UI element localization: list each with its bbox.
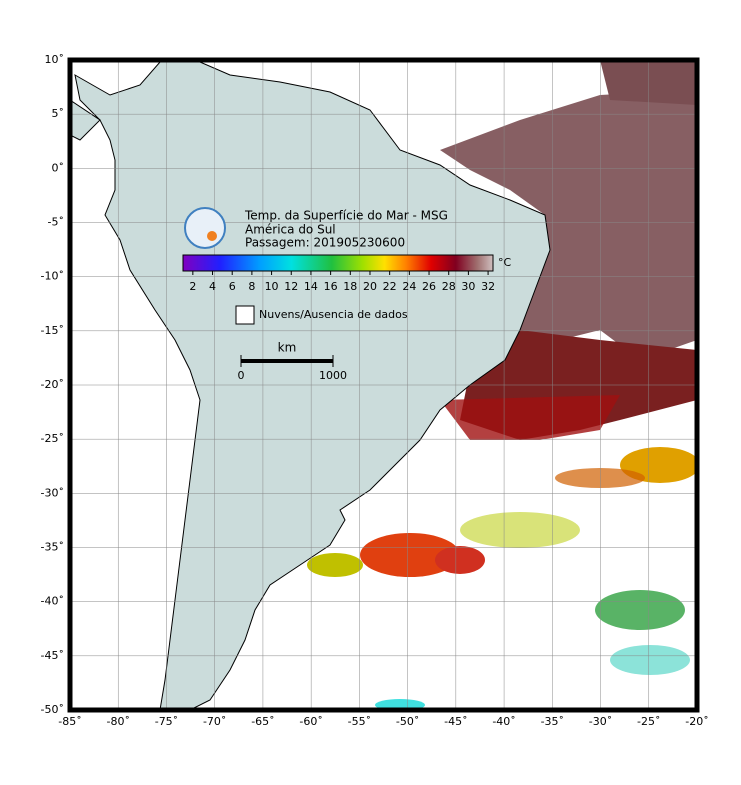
sst-patch	[375, 699, 425, 710]
colorbar-tick-label: 12	[284, 280, 298, 293]
scale-unit: km	[278, 341, 297, 355]
title-line: Passagem: 201905230600	[245, 236, 405, 250]
title-line: Temp. da Superfície do Mar - MSG	[244, 209, 448, 223]
y-tick-label: -20˚	[41, 378, 64, 391]
y-tick-label: 5˚	[52, 107, 65, 120]
colorbar-tick-label: 30	[461, 280, 475, 293]
scale-bar	[241, 359, 333, 363]
x-tick-label: -55˚	[348, 715, 371, 728]
colorbar-tick-label: 4	[209, 280, 216, 293]
sst-patch	[435, 546, 485, 574]
sst-patch	[307, 553, 363, 577]
legend-label: Nuvens/Ausencia de dados	[259, 308, 408, 321]
sst-warm	[600, 60, 697, 105]
y-tick-label: -30˚	[41, 486, 64, 499]
colorbar-tick-label: 32	[481, 280, 495, 293]
y-tick-label: -40˚	[41, 595, 64, 608]
x-tick-label: -60˚	[299, 715, 322, 728]
colorbar-tick-label: 2	[189, 280, 196, 293]
map-frame	[67, 57, 700, 713]
legend-swatch	[235, 305, 255, 325]
colorbar-tick-label: 6	[229, 280, 236, 293]
y-tick-label: -10˚	[41, 270, 64, 283]
x-tick-label: -85˚	[58, 715, 81, 728]
colorbar-tick-label: 28	[442, 280, 456, 293]
colorbar-tick-label: 26	[422, 280, 436, 293]
scale-label: 0	[238, 369, 245, 382]
y-tick-label: -5˚	[48, 216, 64, 229]
x-tick-label: -40˚	[492, 715, 515, 728]
inpe-logo	[184, 207, 226, 249]
colorbar-tick-label: 20	[363, 280, 377, 293]
colorbar-tick-label: 18	[343, 280, 357, 293]
x-tick-label: -75˚	[155, 715, 178, 728]
x-tick-label: -80˚	[106, 715, 129, 728]
title-line: América do Sul	[245, 223, 336, 237]
sst-patch	[460, 512, 580, 548]
x-tick-label: -45˚	[444, 715, 467, 728]
y-tick-label: -50˚	[41, 703, 64, 716]
central-america	[70, 99, 101, 141]
sst-patch	[360, 533, 460, 577]
y-tick-label: -35˚	[41, 541, 64, 554]
colorbar-tick-label: 10	[265, 280, 279, 293]
x-tick-label: -50˚	[396, 715, 419, 728]
colorbar-unit: °C	[498, 256, 512, 269]
colorbar	[182, 254, 494, 272]
colorbar-tick-label: 8	[248, 280, 255, 293]
scale-label: 1000	[319, 369, 347, 382]
y-tick-label: -25˚	[41, 432, 64, 445]
inpe-logo-dot	[207, 231, 217, 241]
y-tick-label: -45˚	[41, 649, 64, 662]
x-tick-label: -25˚	[637, 715, 660, 728]
sst-patch	[595, 590, 685, 630]
y-tick-label: 0˚	[52, 161, 65, 174]
colorbar-tick-label: 14	[304, 280, 318, 293]
colorbar-tick-label: 24	[402, 280, 416, 293]
x-tick-label: -70˚	[203, 715, 226, 728]
colorbar-tick-label: 16	[324, 280, 338, 293]
x-tick-label: -30˚	[589, 715, 612, 728]
x-tick-label: -35˚	[541, 715, 564, 728]
sst-red	[440, 395, 620, 440]
y-tick-label: 10˚	[45, 53, 65, 66]
colorbar-tick-label: 22	[383, 280, 397, 293]
y-tick-label: -15˚	[41, 324, 64, 337]
x-tick-label: -20˚	[685, 715, 708, 728]
sst-patch	[555, 468, 645, 488]
sst-patch	[610, 645, 690, 675]
x-tick-label: -65˚	[251, 715, 274, 728]
